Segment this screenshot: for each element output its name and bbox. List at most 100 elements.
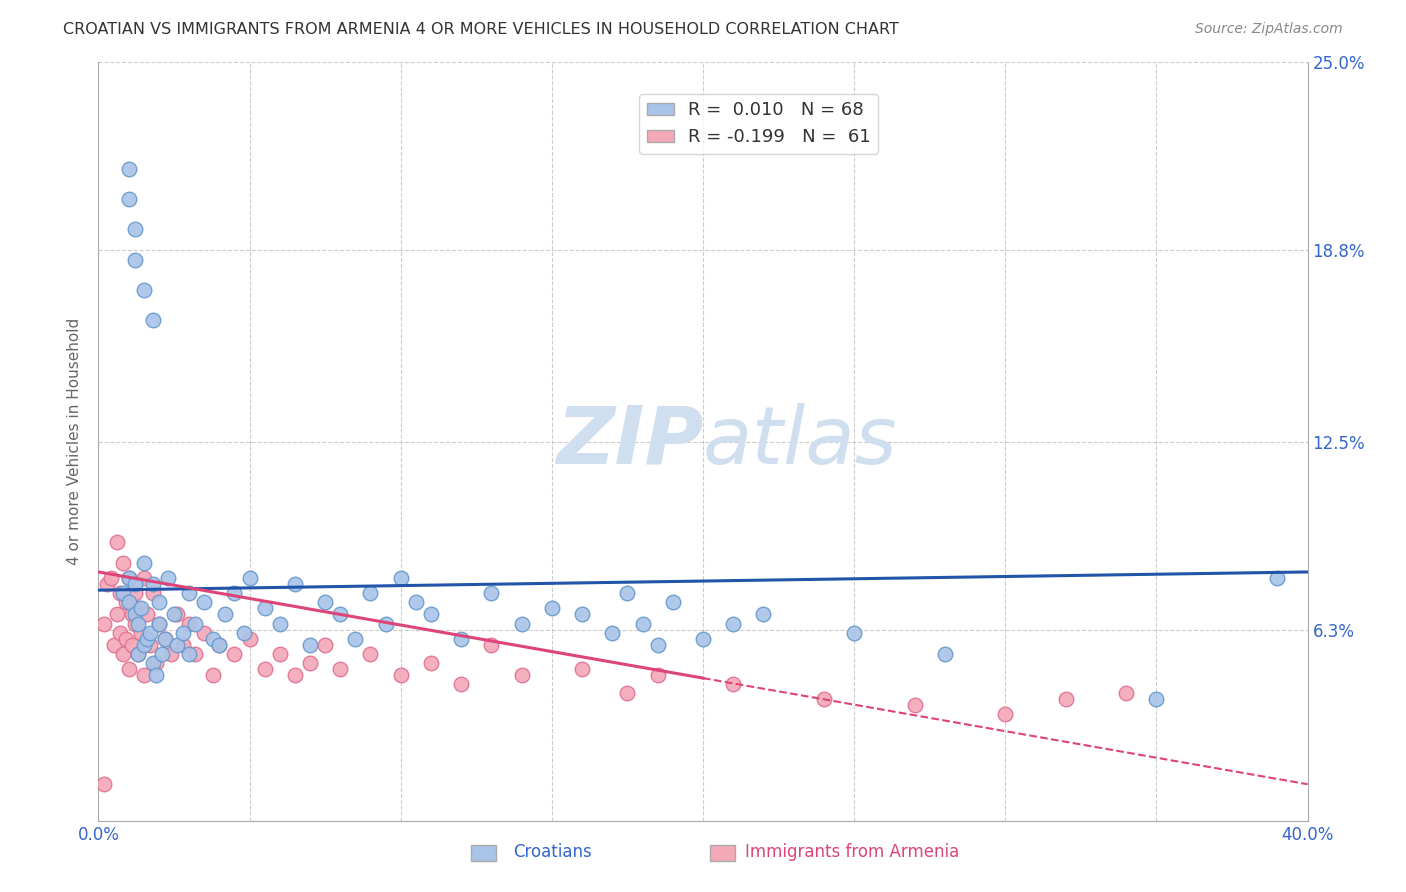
Point xyxy=(202,668,225,682)
Point xyxy=(148,616,170,631)
Point xyxy=(224,647,246,661)
Point xyxy=(214,607,236,622)
Point xyxy=(661,595,683,609)
Point xyxy=(145,656,167,670)
Point xyxy=(118,571,141,585)
Point xyxy=(132,638,155,652)
Point xyxy=(934,647,956,661)
Point xyxy=(172,638,194,652)
Point xyxy=(329,607,352,622)
Point xyxy=(127,601,149,615)
Point xyxy=(510,668,533,682)
Text: Croatians: Croatians xyxy=(513,843,592,861)
Point xyxy=(118,192,141,206)
Point xyxy=(145,668,167,682)
Point xyxy=(239,632,262,646)
Point xyxy=(540,601,562,615)
Point xyxy=(904,698,927,713)
Point xyxy=(127,647,149,661)
Text: Immigrants from Armenia: Immigrants from Armenia xyxy=(745,843,959,861)
Point xyxy=(329,662,352,676)
Point xyxy=(299,638,322,652)
Point xyxy=(111,586,134,600)
Point xyxy=(127,647,149,661)
Point xyxy=(148,616,170,631)
Point xyxy=(1144,692,1167,706)
Point xyxy=(284,577,307,591)
Point xyxy=(114,595,136,609)
Point xyxy=(405,595,427,609)
Point xyxy=(510,616,533,631)
Point xyxy=(1054,692,1077,706)
Point xyxy=(124,252,146,267)
Point xyxy=(111,647,134,661)
Point xyxy=(172,625,194,640)
Point xyxy=(360,647,382,661)
Point xyxy=(93,777,115,791)
Point xyxy=(127,616,149,631)
Point xyxy=(139,638,162,652)
Point xyxy=(142,313,165,327)
Point xyxy=(132,571,155,585)
Point xyxy=(142,586,165,600)
Point xyxy=(160,647,183,661)
Point xyxy=(994,707,1017,722)
Point xyxy=(314,638,336,652)
Point xyxy=(299,656,322,670)
Point xyxy=(602,625,624,640)
Point xyxy=(118,595,141,609)
Point xyxy=(124,222,146,236)
Point xyxy=(314,595,336,609)
Point xyxy=(142,577,165,591)
Point xyxy=(124,577,146,591)
Point xyxy=(124,616,146,631)
Point xyxy=(139,625,162,640)
Point xyxy=(124,586,146,600)
Point xyxy=(253,601,276,615)
Legend: R =  0.010   N = 68, R = -0.199   N =  61: R = 0.010 N = 68, R = -0.199 N = 61 xyxy=(640,95,879,153)
Point xyxy=(481,586,503,600)
Y-axis label: 4 or more Vehicles in Household: 4 or more Vehicles in Household xyxy=(67,318,83,566)
Point xyxy=(114,632,136,646)
Text: Source: ZipAtlas.com: Source: ZipAtlas.com xyxy=(1195,22,1343,37)
Point xyxy=(647,668,669,682)
Point xyxy=(135,607,157,622)
Point xyxy=(571,607,593,622)
Point xyxy=(108,586,131,600)
Point xyxy=(420,607,443,622)
Point xyxy=(105,607,128,622)
Point xyxy=(118,571,141,585)
Point xyxy=(150,647,173,661)
Point xyxy=(813,692,835,706)
Point xyxy=(481,638,503,652)
Point xyxy=(179,586,201,600)
Point xyxy=(616,586,638,600)
Point xyxy=(179,616,201,631)
Point xyxy=(692,632,714,646)
Point xyxy=(105,534,128,549)
Point xyxy=(132,556,155,570)
Point xyxy=(184,647,207,661)
Point xyxy=(96,577,118,591)
Point xyxy=(269,647,291,661)
Point xyxy=(420,656,443,670)
Point xyxy=(723,616,745,631)
Point xyxy=(93,616,115,631)
Point xyxy=(118,662,141,676)
Point xyxy=(148,595,170,609)
Point xyxy=(208,638,231,652)
Point xyxy=(129,601,152,615)
Point xyxy=(153,632,176,646)
Point xyxy=(1267,571,1289,585)
Point xyxy=(121,607,143,622)
Point xyxy=(153,632,176,646)
Point xyxy=(184,616,207,631)
Point xyxy=(121,638,143,652)
Point xyxy=(166,607,188,622)
Point xyxy=(253,662,276,676)
Text: ZIP: ZIP xyxy=(555,402,703,481)
Point xyxy=(571,662,593,676)
Point xyxy=(135,632,157,646)
Point xyxy=(208,638,231,652)
Point xyxy=(232,625,254,640)
